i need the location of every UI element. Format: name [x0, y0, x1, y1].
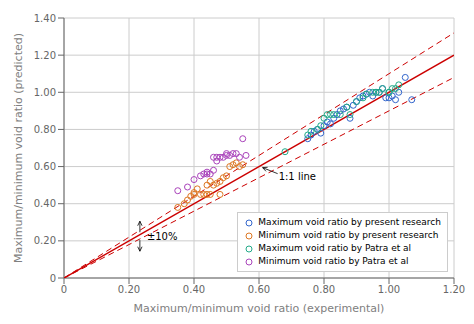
svg-text:Maximum/minimum void ratio (pr: Maximum/minimum void ratio (predicted) [12, 33, 25, 263]
svg-text:1.20: 1.20 [443, 284, 465, 295]
svg-text:Maximum/minimum void ratio (ex: Maximum/minimum void ratio (experimental… [134, 302, 385, 315]
svg-text:0.20: 0.20 [118, 284, 140, 295]
svg-text:1:1 line: 1:1 line [279, 171, 316, 182]
svg-text:0.40: 0.40 [183, 284, 205, 295]
svg-text:±10%: ±10% [147, 231, 178, 242]
svg-text:1.40: 1.40 [34, 13, 56, 24]
svg-text:1.00: 1.00 [378, 284, 400, 295]
svg-text:0.80: 0.80 [34, 124, 56, 135]
svg-text:0: 0 [50, 273, 56, 284]
svg-text:0.20: 0.20 [34, 235, 56, 246]
html-text:Minimum void ratio by Patra et: Minimum void ratio by Patra et al [258, 256, 409, 266]
html-text:Minimum void ratio by present: Minimum void ratio by present research [258, 230, 439, 240]
svg-text:0: 0 [61, 284, 67, 295]
html-text:Maximum void ratio by present: Maximum void ratio by present research [258, 217, 441, 227]
svg-text:1.20: 1.20 [34, 50, 56, 61]
svg-text:0.60: 0.60 [248, 284, 270, 295]
html-text:Maximum void ratio by Patra et: Maximum void ratio by Patra et al [258, 243, 412, 253]
svg-text:0.60: 0.60 [34, 161, 56, 172]
svg-text:1.00: 1.00 [34, 87, 56, 98]
svg-text:0.80: 0.80 [313, 284, 335, 295]
svg-text:0.40: 0.40 [34, 198, 56, 209]
